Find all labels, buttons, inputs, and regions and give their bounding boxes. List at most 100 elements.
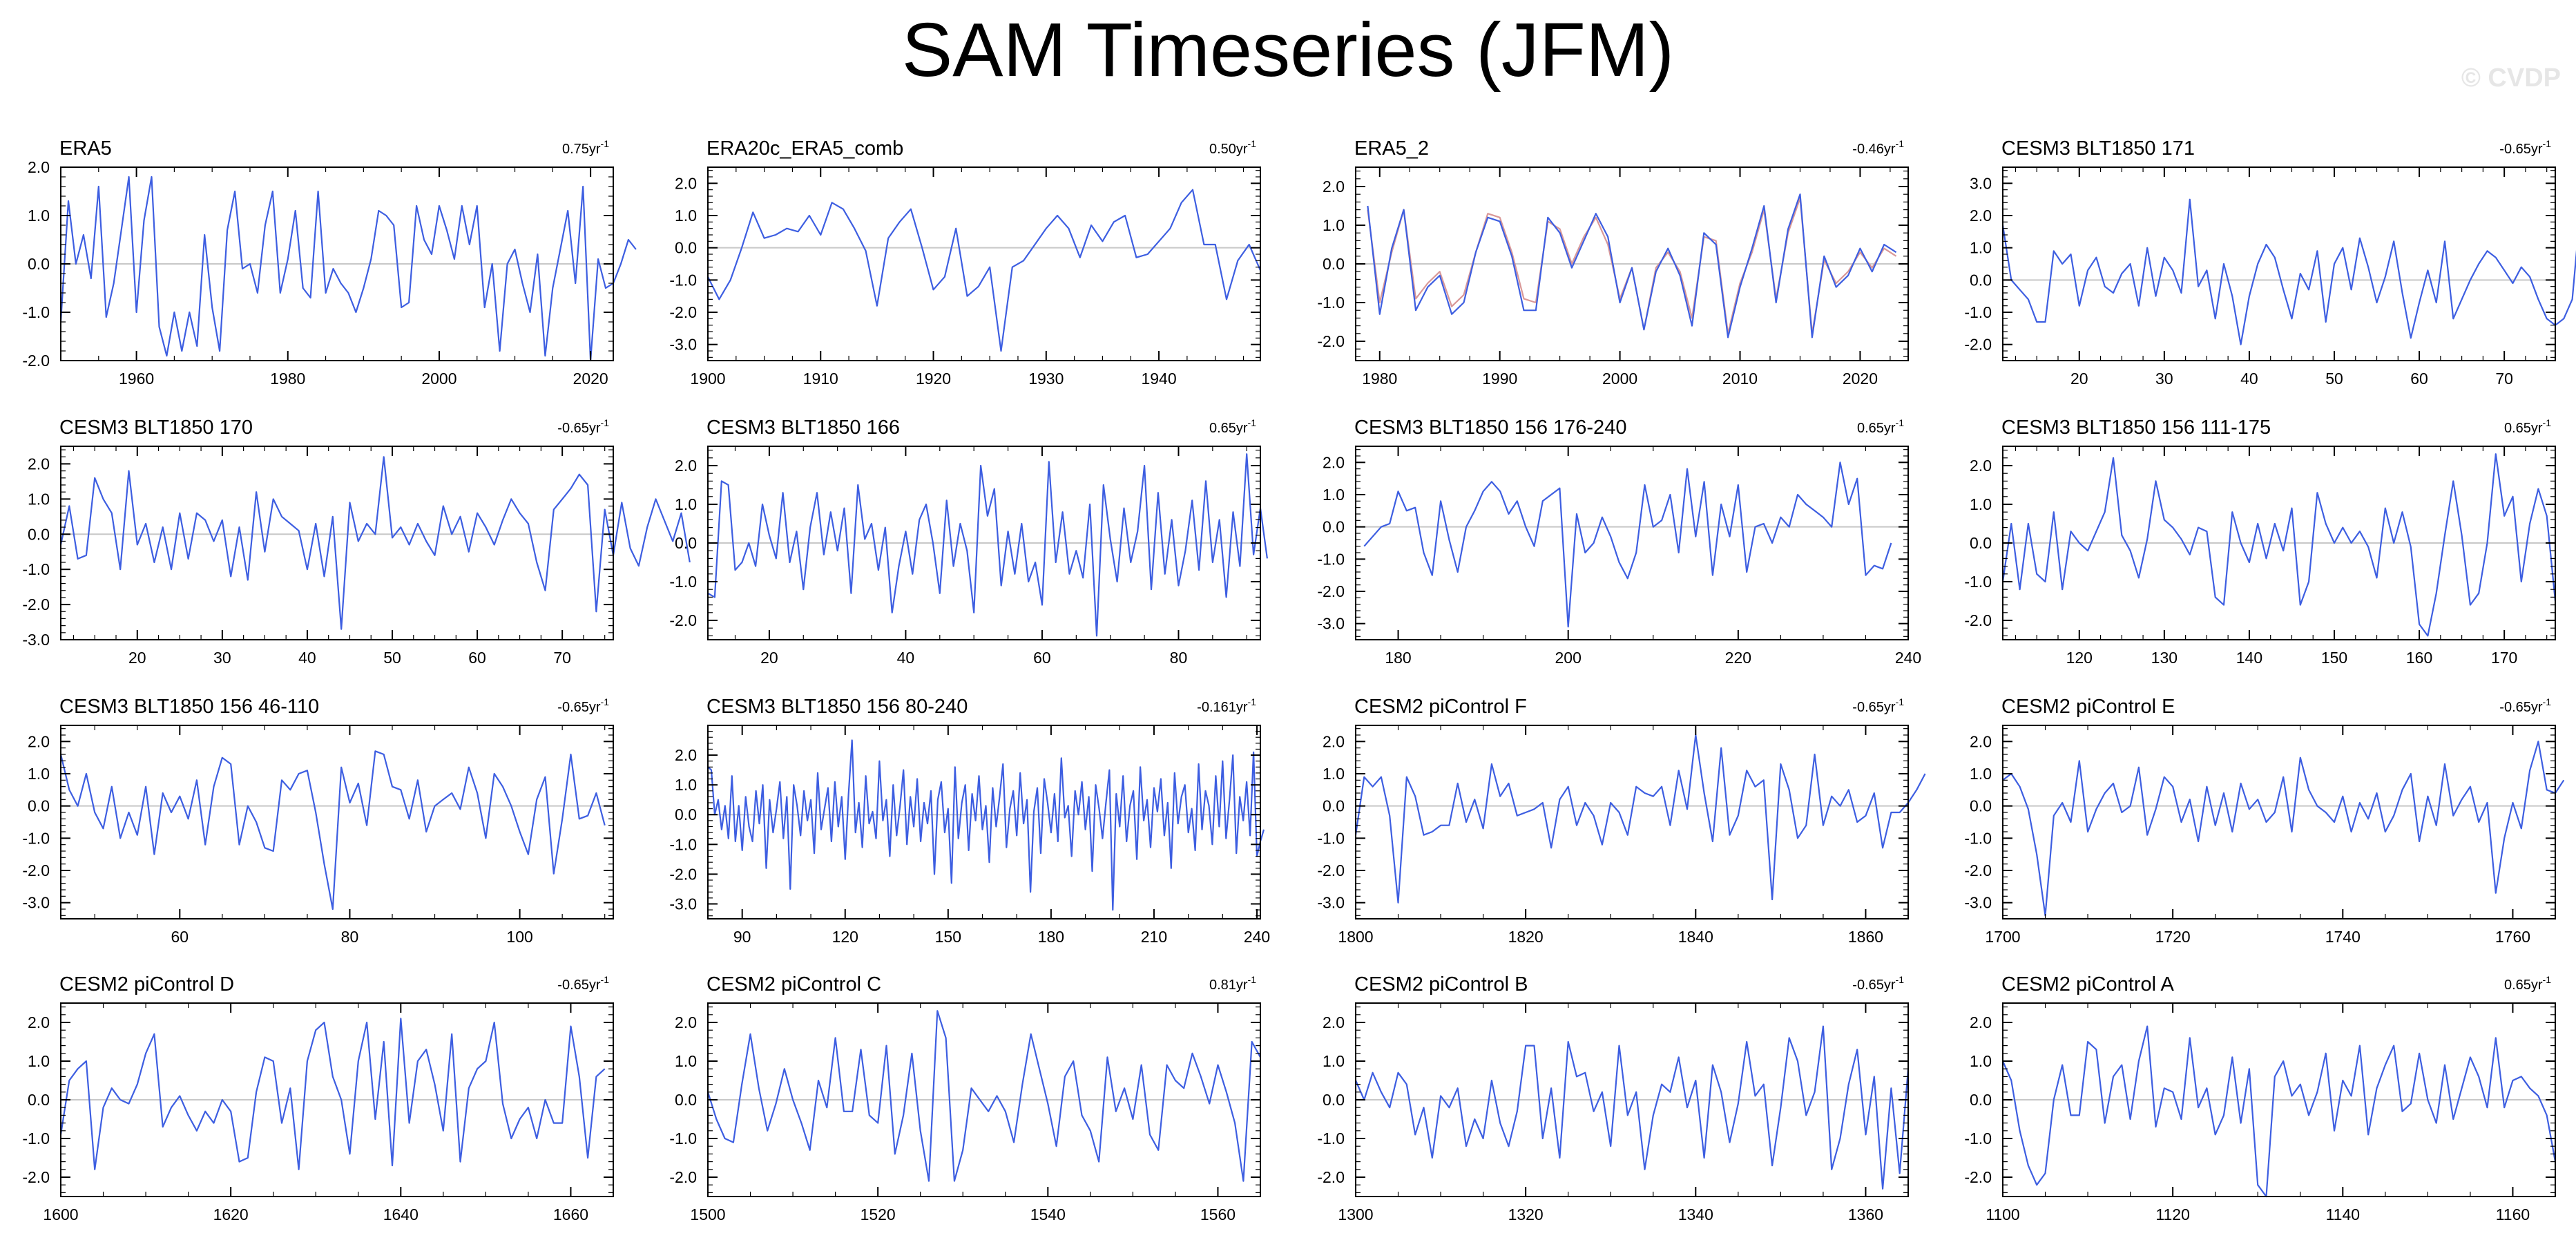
watermark: © CVDP bbox=[2461, 64, 2561, 93]
x-tick-label: 1960 bbox=[119, 370, 154, 388]
y-tick-label: -3.0 bbox=[669, 895, 697, 913]
y-tick-label: -3.0 bbox=[1317, 894, 1345, 912]
chart-title: CESM2 piControl F bbox=[1354, 696, 1527, 718]
chart-panel: CESM3 BLT1850 156 80-240 -0.161yr-1 2.0 1.0… bbox=[669, 696, 1270, 946]
trend-label: -0.65yr-1 bbox=[557, 696, 609, 715]
trend-label: 0.81yr-1 bbox=[1209, 974, 1256, 993]
y-tick-label: 2.0 bbox=[28, 158, 50, 176]
x-tick-label: 20 bbox=[2070, 370, 2088, 388]
chart-panel: CESM3 BLT1850 156 111-175 0.65yr-1 2.0 1.0 0… bbox=[1964, 417, 2557, 667]
y-tick-label: -1.0 bbox=[22, 560, 50, 578]
chart-panel: CESM3 BLT1850 166 0.65yr-1 2.0 1.0 0.0 -1.0 -2… bbox=[669, 417, 1268, 667]
y-tick-label: -1.0 bbox=[1964, 1130, 1992, 1147]
y-tick-label: -1.0 bbox=[1317, 294, 1345, 312]
x-tick-label: 60 bbox=[1033, 649, 1051, 667]
x-tick-label: 100 bbox=[506, 928, 532, 946]
y-tick-label: 2.0 bbox=[1970, 457, 1992, 475]
series-line bbox=[707, 189, 1262, 352]
trend-label: 0.75yr-1 bbox=[562, 138, 609, 157]
y-tick-label: 0.0 bbox=[1970, 797, 1992, 815]
y-tick-label: -2.0 bbox=[669, 865, 697, 883]
y-tick-label: 0.0 bbox=[28, 1091, 50, 1109]
x-tick-label: 200 bbox=[1555, 649, 1582, 667]
series-line bbox=[1367, 193, 1897, 339]
plot-frame bbox=[2002, 166, 2556, 361]
chart-panel: CESM2 piControl A 0.65yr-1 2.0 1.0 0.0 -1.0 -2… bbox=[1964, 973, 2557, 1223]
x-tick-label: 40 bbox=[2240, 370, 2258, 388]
y-tick-label: 2.0 bbox=[28, 1013, 50, 1031]
x-tick-label: 1340 bbox=[1678, 1205, 1713, 1223]
x-tick-label: 240 bbox=[1244, 928, 1270, 946]
chart-title: CESM2 piControl B bbox=[1354, 973, 1528, 995]
x-tick-label: 240 bbox=[1895, 649, 1921, 667]
chart-title: ERA20c_ERA5_comb bbox=[707, 137, 903, 160]
series-line bbox=[1354, 734, 1926, 904]
plot-frame bbox=[60, 725, 614, 919]
chart-panel: ERA20c_ERA5_comb 0.50yr-1 2.0 1.0 0.0 -1.0 -2.… bbox=[669, 137, 1262, 388]
trend-label: -0.65yr-1 bbox=[1852, 974, 1904, 993]
y-tick-label: -2.0 bbox=[1317, 332, 1345, 350]
x-tick-label: 80 bbox=[1170, 649, 1188, 667]
page-title: SAM Timeseries (JFM) bbox=[901, 8, 1675, 93]
x-tick-label: 30 bbox=[2155, 370, 2173, 388]
series-line bbox=[1367, 197, 1897, 334]
chart-panel: CESM2 piControl F -0.65yr-1 2.0 1.0 0.0 -1.0 -… bbox=[1317, 696, 1926, 946]
y-tick-label: 2.0 bbox=[1323, 453, 1345, 471]
x-tick-label: 1740 bbox=[2325, 928, 2361, 946]
x-tick-label: 1720 bbox=[2155, 928, 2191, 946]
series-line bbox=[2001, 453, 2557, 637]
series-line bbox=[59, 750, 606, 911]
y-tick-label: 1.0 bbox=[1970, 239, 1992, 257]
y-tick-label: -3.0 bbox=[1964, 894, 1992, 912]
y-tick-label: -3.0 bbox=[22, 631, 50, 649]
x-tick-label: 60 bbox=[468, 649, 486, 667]
x-tick-label: 2020 bbox=[1843, 370, 1878, 388]
x-tick-label: 1540 bbox=[1030, 1205, 1066, 1223]
x-tick-label: 1520 bbox=[861, 1205, 896, 1223]
x-tick-label: 20 bbox=[128, 649, 146, 667]
series-line bbox=[707, 453, 1268, 637]
y-tick-label: 2.0 bbox=[675, 457, 697, 475]
trend-unit-exponent: -1 bbox=[1248, 696, 1257, 707]
y-tick-label: -1.0 bbox=[22, 829, 50, 847]
series-line bbox=[59, 456, 691, 630]
plot-frame bbox=[1355, 725, 1909, 919]
x-tick-label: 70 bbox=[553, 649, 571, 667]
chart-title: CESM3 BLT1850 170 bbox=[59, 417, 253, 439]
chart-title: CESM3 BLT1850 166 bbox=[707, 417, 900, 439]
trend-unit-exponent: -1 bbox=[601, 974, 610, 985]
y-tick-label: -2.0 bbox=[22, 352, 50, 370]
x-tick-label: 1160 bbox=[2496, 1205, 2530, 1223]
plot-frame bbox=[707, 725, 1261, 919]
chart-panel: ERA5 0.75yr-1 2.0 1.0 0.0 -1.0 -2.0 1960 1980 200… bbox=[22, 137, 637, 388]
y-tick-label: -2.0 bbox=[22, 595, 50, 613]
x-tick-label: 1360 bbox=[1848, 1205, 1883, 1223]
x-tick-label: 1120 bbox=[2155, 1205, 2189, 1223]
x-tick-label: 1800 bbox=[1338, 928, 1373, 946]
y-tick-label: 0.0 bbox=[675, 1091, 697, 1109]
trend-label: -0.65yr-1 bbox=[557, 974, 609, 993]
y-tick-label: 1.0 bbox=[28, 1052, 50, 1070]
x-tick-label: 1910 bbox=[803, 370, 838, 388]
y-tick-label: 3.0 bbox=[1970, 174, 1992, 192]
y-tick-label: 2.0 bbox=[1323, 1013, 1345, 1031]
y-tick-label: -3.0 bbox=[669, 336, 697, 354]
chart-title: CESM3 BLT1850 156 80-240 bbox=[707, 696, 968, 718]
trend-label: -0.65yr-1 bbox=[557, 417, 609, 436]
x-tick-label: 80 bbox=[341, 928, 359, 946]
x-tick-label: 2000 bbox=[1602, 370, 1637, 388]
chart-panel: CESM2 piControl D -0.65yr-1 2.0 1.0 0.0 -1.0 -… bbox=[22, 973, 614, 1223]
x-tick-label: 220 bbox=[1725, 649, 1751, 667]
y-tick-label: 0.0 bbox=[28, 525, 50, 543]
trend-unit-exponent: -1 bbox=[2543, 417, 2552, 428]
y-tick-label: -1.0 bbox=[22, 1130, 50, 1147]
y-tick-label: 1.0 bbox=[675, 207, 697, 225]
y-tick-label: -2.0 bbox=[669, 611, 697, 629]
y-tick-label: 1.0 bbox=[1323, 216, 1345, 234]
chart-title: CESM3 BLT1850 171 bbox=[2001, 137, 2195, 160]
x-tick-label: 170 bbox=[2491, 649, 2517, 667]
y-tick-label: 2.0 bbox=[675, 746, 697, 764]
y-tick-label: 0.0 bbox=[1970, 271, 1992, 289]
y-tick-label: 0.0 bbox=[1970, 534, 1992, 552]
